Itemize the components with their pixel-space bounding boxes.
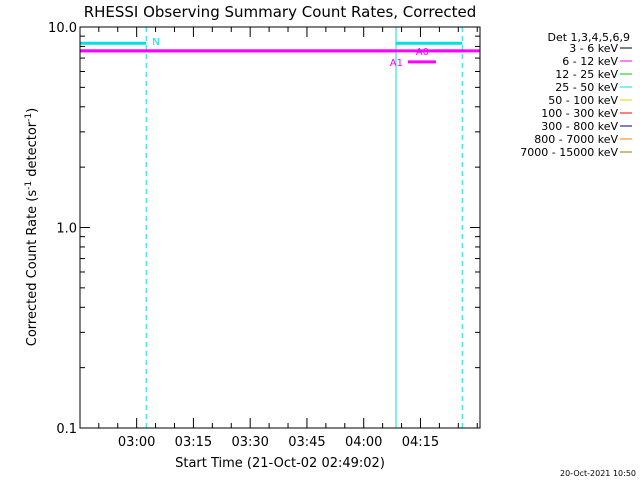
y-axis-label: Corrected Count Rate (s-1 detector-1) <box>24 108 40 346</box>
y-tick-label-2: 0.1 <box>56 422 77 437</box>
y-axis-label-end: ) <box>25 108 40 113</box>
legend-label-7: 800 - 7000 keV <box>534 133 618 146</box>
legend-label-5: 100 - 300 keV <box>541 107 618 120</box>
x-axis: 03:00 03:15 03:30 03:45 04:00 04:15 <box>98 27 478 450</box>
plot-marks: N A0 A1 <box>79 27 480 428</box>
footer-timestamp: 20-Oct-2021 10:50 <box>560 469 636 478</box>
legend-label-8: 7000 - 15000 keV <box>520 146 618 159</box>
x-axis-label: Start Time (21-Oct-02 02:49:02) <box>175 456 385 471</box>
plot-frame <box>79 26 481 429</box>
x-tick-label-5: 04:15 <box>402 435 439 450</box>
legend-header: Det 1,3,4,5,6,9 <box>547 31 630 44</box>
legend-label-0: 3 - 6 keV <box>569 42 618 55</box>
y-axis-label-mid: detector <box>25 121 40 181</box>
y-axis-label-sup1: -1 <box>24 181 34 190</box>
x-tick-label-1: 03:15 <box>175 435 212 450</box>
y-tick-label-1: 1.0 <box>56 222 77 237</box>
y-axis: 10.0 1.0 0.1 <box>48 21 480 437</box>
legend-label-4: 50 - 100 keV <box>548 94 618 107</box>
x-tick-label-4: 04:00 <box>345 435 382 450</box>
marker-label-a1: A1 <box>390 58 403 69</box>
y-tick-label-0: 10.0 <box>48 21 77 36</box>
marker-label-n: N <box>152 37 159 48</box>
legend-label-6: 300 - 800 keV <box>541 120 618 133</box>
x-tick-label-3: 03:45 <box>288 435 325 450</box>
marker-label-a0: A0 <box>416 47 429 58</box>
y-axis-label-main: Corrected Count Rate (s <box>25 190 40 347</box>
x-tick-label-0: 03:00 <box>118 435 155 450</box>
legend-label-1: 6 - 12 keV <box>562 55 618 68</box>
x-tick-label-2: 03:30 <box>231 435 268 450</box>
y-axis-label-sup2: -1 <box>24 113 34 122</box>
chart-title: RHESSI Observing Summary Count Rates, Co… <box>84 3 477 21</box>
legend-label-2: 12 - 25 keV <box>555 68 618 81</box>
legend-label-3: 25 - 50 keV <box>555 81 618 94</box>
